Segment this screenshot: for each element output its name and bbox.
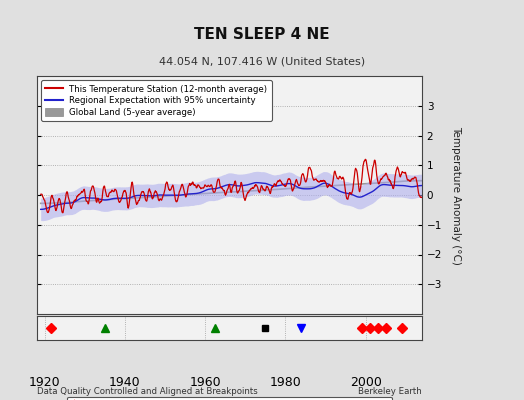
- Text: Berkeley Earth: Berkeley Earth: [358, 387, 422, 396]
- Text: 44.054 N, 107.416 W (United States): 44.054 N, 107.416 W (United States): [159, 56, 365, 66]
- Legend: Station Move, Record Gap, Time of Obs. Change, Empirical Break: Station Move, Record Gap, Time of Obs. C…: [67, 397, 392, 400]
- Y-axis label: Temperature Anomaly (°C): Temperature Anomaly (°C): [452, 126, 462, 264]
- Legend: This Temperature Station (12-month average), Regional Expectation with 95% uncer: This Temperature Station (12-month avera…: [41, 80, 272, 121]
- Text: Data Quality Controlled and Aligned at Breakpoints: Data Quality Controlled and Aligned at B…: [37, 387, 257, 396]
- Text: TEN SLEEP 4 NE: TEN SLEEP 4 NE: [194, 27, 330, 42]
